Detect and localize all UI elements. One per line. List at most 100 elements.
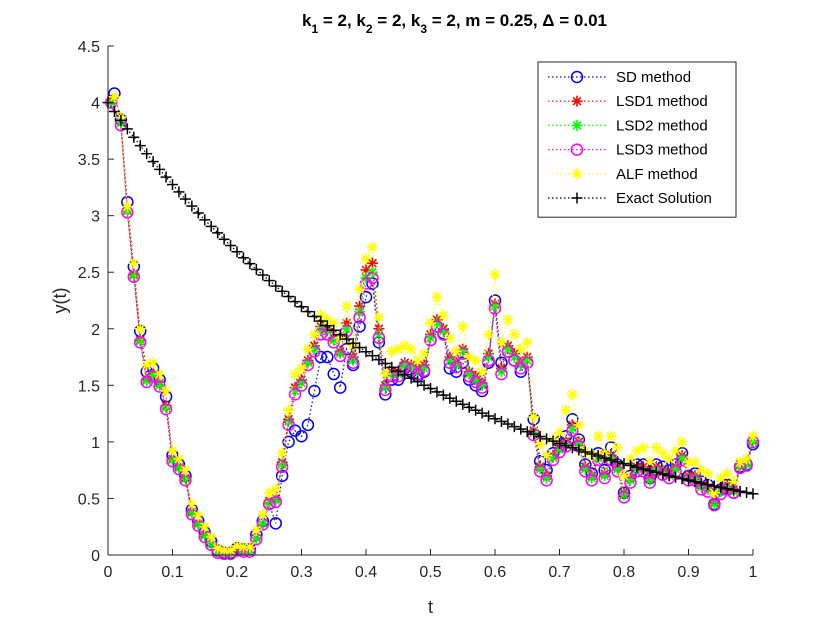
data-point — [450, 360, 463, 374]
legend-marker — [570, 143, 584, 156]
data-point — [412, 376, 424, 388]
data-point — [515, 423, 527, 435]
x-tick-label: 0.6 — [484, 564, 506, 581]
data-point — [728, 484, 740, 496]
data-point — [360, 346, 372, 358]
data-point — [734, 485, 746, 497]
data-point — [495, 336, 507, 348]
data-point — [425, 317, 436, 329]
data-point — [663, 470, 675, 482]
data-point — [540, 474, 553, 487]
legend-box — [537, 61, 737, 218]
data-point — [257, 508, 269, 520]
y-tick-label: 2 — [91, 322, 100, 339]
data-point — [218, 233, 230, 245]
data-point — [257, 269, 269, 281]
data-point — [476, 366, 488, 378]
data-point — [108, 91, 120, 103]
data-point — [308, 328, 320, 340]
data-point — [618, 458, 630, 470]
title-subscript: 1 — [311, 22, 318, 36]
data-point — [373, 311, 385, 323]
data-point — [624, 459, 636, 471]
data-point — [617, 491, 631, 504]
data-point — [715, 472, 727, 484]
data-point — [521, 356, 534, 369]
data-point — [283, 291, 295, 303]
data-point — [134, 140, 146, 152]
data-point — [327, 336, 340, 349]
data-point — [333, 349, 347, 363]
data-point — [159, 402, 173, 416]
data-point — [418, 348, 430, 360]
data-point — [683, 474, 694, 486]
x-tick-label: 0.3 — [290, 564, 312, 581]
data-point — [457, 398, 469, 410]
data-point — [154, 163, 166, 175]
data-point — [644, 465, 656, 477]
y-tick-label: 0 — [91, 548, 100, 565]
data-point — [334, 329, 346, 341]
data-point — [199, 214, 211, 226]
title-segment: = 2, k — [373, 11, 421, 30]
data-point — [521, 426, 533, 438]
data-point — [263, 275, 275, 287]
data-point — [424, 333, 437, 347]
data-point — [121, 123, 133, 135]
data-point — [399, 369, 411, 381]
legend-label: SD method — [616, 69, 691, 86]
data-point — [695, 477, 707, 489]
data-point — [379, 368, 391, 380]
data-point — [495, 367, 508, 381]
data-point — [366, 271, 379, 285]
data-point — [657, 468, 669, 480]
legend-item: LSD1 method — [548, 93, 708, 110]
data-point — [457, 321, 469, 333]
y-tick-label: 3.5 — [78, 152, 100, 169]
legend-marker — [571, 192, 583, 204]
data-point — [418, 379, 430, 391]
data-point — [308, 345, 321, 358]
data-point — [134, 336, 147, 349]
data-point — [489, 413, 501, 425]
data-point — [470, 354, 482, 366]
data-point — [244, 258, 256, 270]
data-point — [450, 395, 462, 407]
data-point — [450, 345, 462, 357]
data-point — [715, 481, 727, 493]
data-point — [179, 464, 191, 476]
data-point — [283, 404, 295, 416]
data-point — [270, 280, 282, 292]
title-segment: = 2, k — [318, 11, 366, 30]
data-point — [270, 483, 282, 495]
data-point — [366, 241, 378, 253]
data-point — [269, 517, 282, 530]
data-point — [650, 466, 662, 478]
data-point — [115, 114, 127, 126]
data-point — [437, 309, 449, 321]
data-point — [592, 430, 604, 442]
data-point — [566, 424, 579, 437]
x-tick-label: 0.1 — [161, 564, 183, 581]
data-point — [167, 179, 178, 191]
data-point — [554, 427, 565, 439]
axes: 0 0.1 0.2 0.3 0.4 0.5 0.6 0.7 0.8 0.9 1 0 0.5 1 1.5 2 2.… — [78, 39, 758, 581]
data-point — [437, 328, 450, 341]
data-point — [566, 442, 578, 454]
y-tick-label: 1.5 — [78, 378, 100, 395]
data-point — [225, 240, 237, 252]
legend-marker — [570, 70, 584, 84]
legend-marker — [571, 95, 583, 107]
data-point — [173, 453, 185, 465]
data-point — [708, 498, 721, 512]
legend-item: LSD2 method — [548, 117, 708, 134]
data-point — [592, 450, 604, 462]
data-point — [127, 270, 141, 283]
data-point — [288, 388, 302, 401]
legend-marker — [571, 168, 583, 180]
data-point — [359, 290, 373, 304]
data-point — [431, 386, 443, 398]
data-point — [741, 453, 753, 465]
data-point — [146, 370, 160, 383]
data-point — [637, 463, 649, 475]
